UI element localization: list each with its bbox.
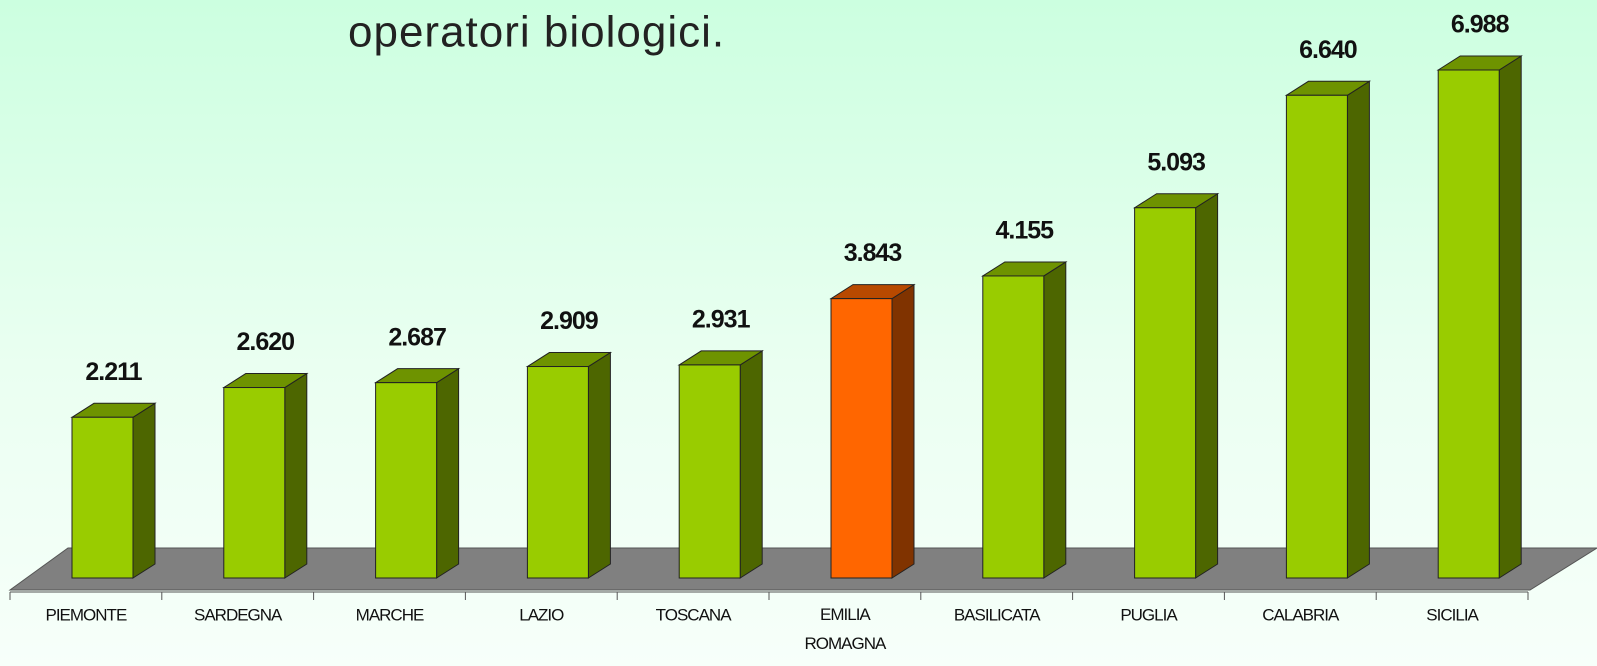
- value-label: 5.093: [1147, 148, 1205, 176]
- bar: [71, 416, 134, 579]
- value-label: 6.988: [1451, 11, 1510, 39]
- value-label: 4.155: [996, 217, 1055, 245]
- bar-side: [1346, 80, 1370, 579]
- x-tick-label: PUGLIA: [1120, 605, 1178, 624]
- x-tick-label: SICILIA: [1426, 605, 1479, 624]
- bar-side: [1043, 261, 1067, 579]
- chart-title: operatori biologici.: [348, 8, 725, 57]
- x-tick-label: BASILICATA: [954, 605, 1041, 624]
- x-tick-label: MARCHE: [356, 605, 424, 624]
- bar-side: [1195, 192, 1219, 579]
- bar: [526, 366, 589, 579]
- x-tick-label: EMILIA ROMAGNA: [804, 605, 887, 653]
- x-tick-label: CALABRIA: [1262, 605, 1340, 624]
- value-label: 2.620: [237, 328, 295, 356]
- bar: [830, 298, 893, 579]
- value-label: 3.843: [844, 239, 902, 267]
- x-tick-label: TOSCANA: [656, 605, 733, 624]
- bar-side: [1498, 55, 1522, 579]
- bar-side: [739, 350, 763, 579]
- value-label: 2.211: [85, 358, 142, 386]
- x-tick-label: SARDEGNA: [194, 605, 283, 624]
- bar: [982, 275, 1045, 579]
- x-tick-label: PIEMONTE: [46, 605, 127, 624]
- value-label: 2.687: [388, 323, 446, 351]
- bar: [1134, 207, 1197, 579]
- bar-side: [436, 367, 460, 579]
- x-tick-label: LAZIO: [519, 605, 564, 624]
- bar-side: [284, 372, 308, 579]
- bar: [1437, 69, 1500, 579]
- bar: [375, 382, 438, 579]
- bar: [678, 364, 741, 579]
- value-label: 2.931: [692, 306, 751, 334]
- bar-side: [587, 351, 611, 579]
- value-label: 2.909: [540, 307, 598, 335]
- bar-side: [891, 283, 915, 579]
- value-label: 6.640: [1299, 36, 1357, 64]
- bar: [223, 387, 286, 579]
- bar-side: [132, 402, 156, 579]
- bar: [1285, 94, 1348, 579]
